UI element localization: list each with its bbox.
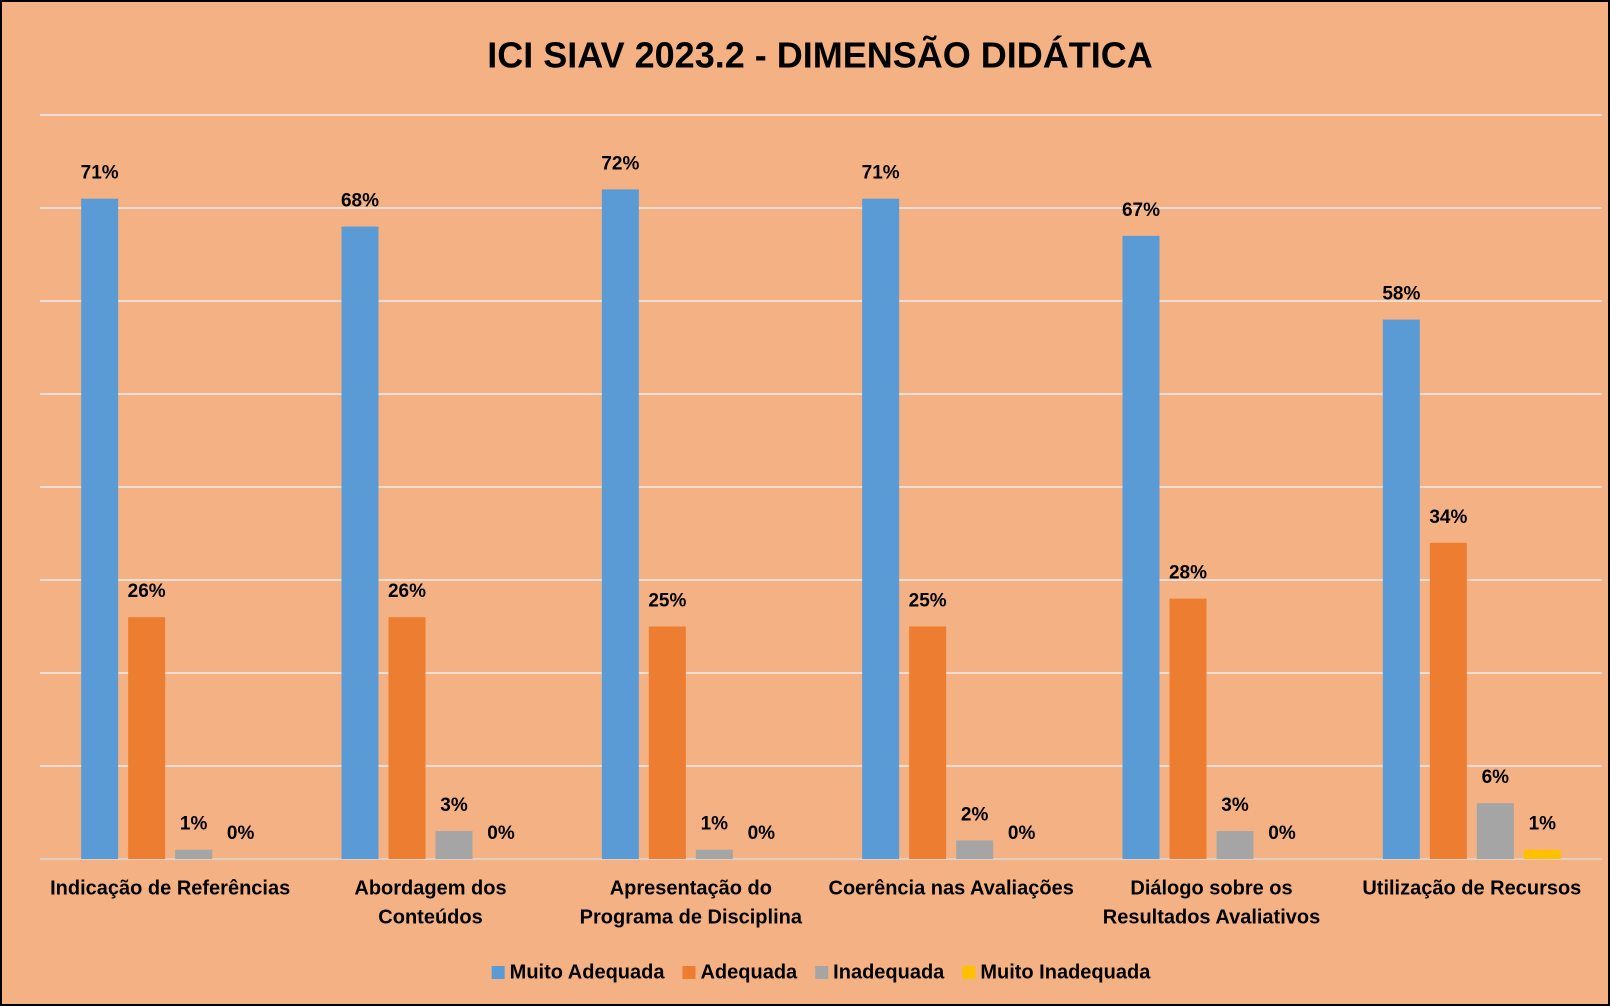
data-label: 0% bbox=[1008, 823, 1036, 844]
data-label: 3% bbox=[1221, 795, 1249, 816]
bar bbox=[1169, 598, 1207, 859]
legend-swatch bbox=[962, 966, 976, 979]
bar bbox=[956, 840, 994, 859]
bar bbox=[1476, 803, 1514, 859]
data-label: 1% bbox=[180, 814, 208, 835]
bar bbox=[1122, 235, 1160, 859]
x-tick-label: Apresentação do bbox=[610, 877, 772, 899]
legend-label: Inadequada bbox=[833, 961, 945, 983]
data-label: 0% bbox=[227, 823, 255, 844]
data-label: 6% bbox=[1482, 767, 1510, 788]
bar bbox=[862, 198, 900, 859]
data-label: 2% bbox=[961, 804, 989, 825]
legend-label: Adequada bbox=[700, 961, 798, 983]
data-label: 1% bbox=[701, 814, 729, 835]
legend-swatch bbox=[815, 966, 829, 979]
bar bbox=[695, 849, 733, 859]
x-tick-label: Resultados Avaliativos bbox=[1103, 906, 1320, 928]
bar bbox=[601, 189, 639, 859]
data-label: 67% bbox=[1122, 200, 1160, 221]
data-label: 0% bbox=[748, 823, 776, 844]
data-label: 0% bbox=[1268, 823, 1296, 844]
x-tick-label: Utilização de Recursos bbox=[1362, 877, 1581, 899]
x-tick-label: Indicação de Referências bbox=[50, 877, 290, 899]
data-label: 25% bbox=[909, 591, 947, 612]
data-label: 28% bbox=[1169, 563, 1207, 584]
bar bbox=[81, 198, 119, 859]
bar bbox=[128, 617, 166, 859]
x-tick-label: Diálogo sobre os bbox=[1130, 877, 1292, 899]
bar bbox=[341, 226, 379, 860]
bar bbox=[175, 849, 213, 859]
data-label: 72% bbox=[601, 153, 639, 174]
bar bbox=[435, 831, 473, 859]
chart-title: ICI SIAV 2023.2 - DIMENSÃO DIDÁTICA bbox=[487, 34, 1152, 76]
bar bbox=[648, 626, 686, 859]
bar bbox=[388, 617, 426, 859]
data-label: 71% bbox=[81, 163, 119, 184]
bar bbox=[1382, 319, 1420, 860]
data-label: 26% bbox=[128, 581, 166, 602]
x-tick-label: Programa de Disciplina bbox=[580, 906, 803, 928]
bar bbox=[909, 626, 947, 859]
data-label: 34% bbox=[1429, 507, 1467, 528]
legend-label: Muito Inadequada bbox=[980, 961, 1151, 983]
legend-swatch bbox=[682, 966, 696, 979]
data-label: 1% bbox=[1529, 814, 1557, 835]
data-label: 68% bbox=[341, 191, 379, 212]
data-label: 0% bbox=[487, 823, 515, 844]
data-label: 26% bbox=[388, 581, 426, 602]
x-tick-label: Coerência nas Avaliações bbox=[829, 877, 1074, 899]
bar bbox=[1216, 831, 1254, 859]
data-label: 3% bbox=[440, 795, 468, 816]
data-label: 71% bbox=[862, 163, 900, 184]
legend-label: Muito Adequada bbox=[510, 961, 666, 983]
bar bbox=[1523, 849, 1561, 859]
data-label: 25% bbox=[648, 591, 686, 612]
legend-swatch bbox=[491, 966, 505, 979]
data-label: 58% bbox=[1382, 284, 1420, 305]
x-tick-label: Abordagem dos bbox=[354, 877, 506, 899]
x-tick-label: Conteúdos bbox=[378, 906, 482, 928]
bar bbox=[1429, 542, 1467, 859]
